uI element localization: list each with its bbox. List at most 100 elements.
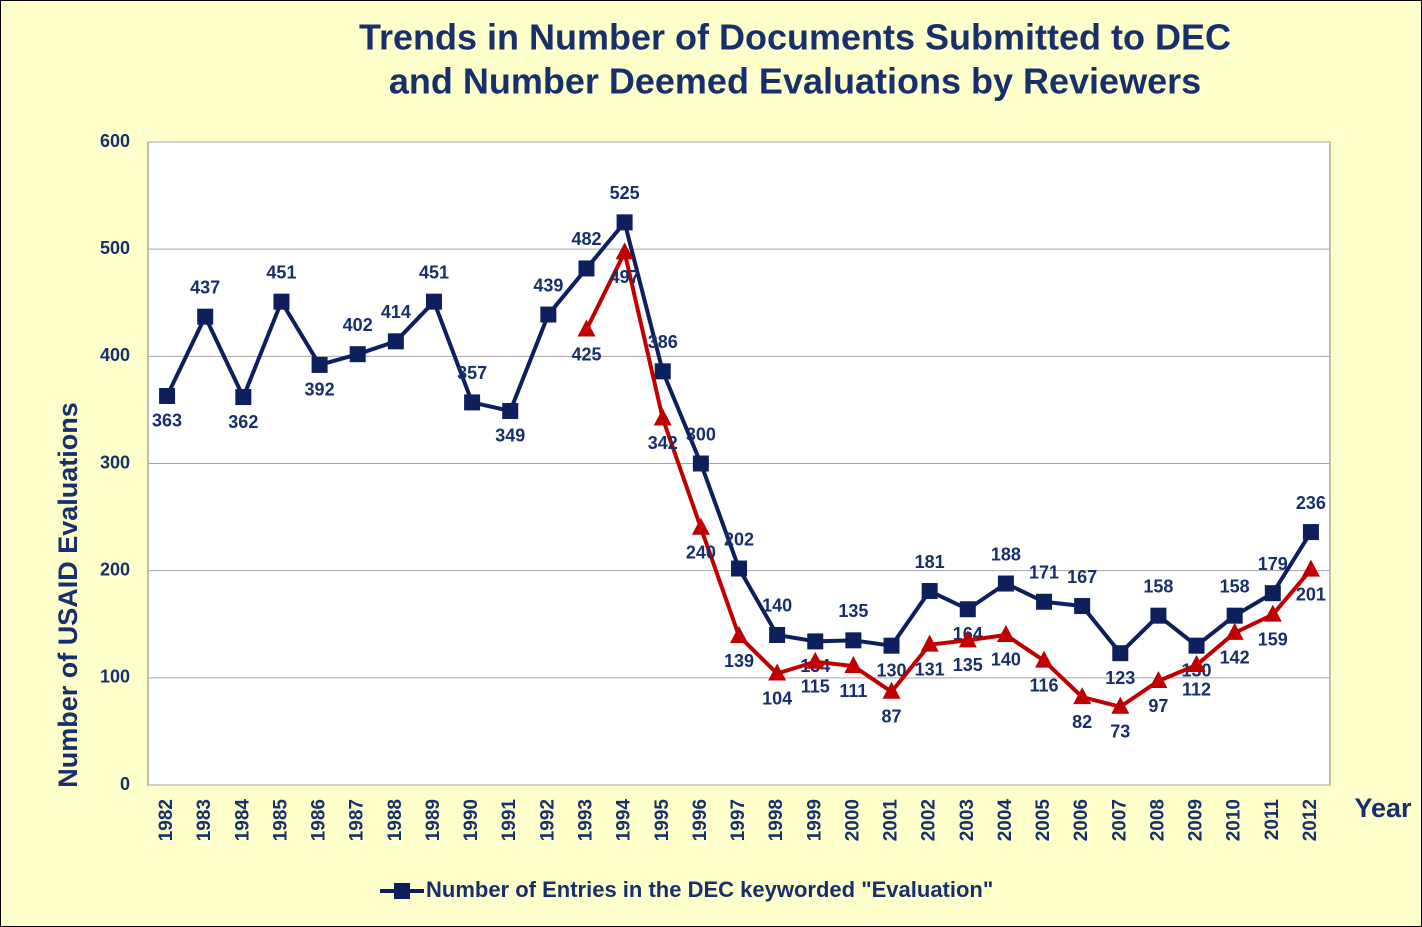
y-tick-label: 0 — [120, 774, 130, 794]
data-label: 115 — [801, 677, 830, 697]
marker — [921, 583, 938, 600]
data-label: 451 — [266, 262, 296, 282]
data-label: 112 — [1182, 680, 1211, 700]
data-label: 158 — [1220, 576, 1250, 596]
x-tick-label: 2006 — [1071, 799, 1092, 841]
legend-label: Number of Entries in the DEC keyworded "… — [426, 877, 993, 902]
marker — [1036, 593, 1053, 610]
x-tick-label: 1988 — [385, 799, 406, 841]
x-tick-label: 2011 — [1262, 799, 1283, 841]
x-tick-label: 1994 — [614, 799, 635, 842]
data-label: 135 — [953, 655, 983, 675]
x-tick-label: 1995 — [652, 799, 673, 842]
data-label: 363 — [152, 411, 182, 431]
x-tick-label: 1991 — [499, 799, 520, 842]
y-tick-label: 100 — [100, 667, 130, 687]
marker — [1264, 585, 1281, 602]
marker — [844, 656, 863, 674]
y-axis-label: Number of USAID Evaluations — [53, 402, 83, 788]
marker — [425, 293, 442, 310]
x-tick-label: 1987 — [347, 799, 368, 841]
marker — [1112, 645, 1129, 662]
marker — [387, 333, 404, 350]
data-label: 202 — [724, 529, 754, 549]
data-label: 349 — [495, 426, 525, 446]
x-tick-label: 2008 — [1147, 799, 1168, 841]
data-label: 236 — [1296, 493, 1326, 513]
data-label: 131 — [915, 659, 945, 679]
marker — [540, 306, 557, 323]
x-tick-label: 1985 — [270, 799, 291, 842]
marker — [577, 319, 596, 337]
marker — [464, 394, 481, 411]
chart-title: and Number Deemed Evaluations by Reviewe… — [389, 61, 1201, 102]
marker — [1302, 524, 1319, 541]
data-label: 139 — [724, 651, 754, 671]
marker — [883, 637, 900, 654]
data-label: 135 — [838, 601, 868, 621]
x-tick-label: 2000 — [842, 799, 863, 841]
marker — [1073, 687, 1092, 705]
marker — [394, 883, 410, 899]
data-label: 240 — [686, 543, 716, 563]
marker — [197, 308, 214, 325]
marker — [996, 624, 1015, 642]
x-tick-label: 2001 — [881, 799, 902, 842]
data-label: 482 — [571, 229, 601, 249]
marker — [235, 389, 252, 406]
data-label: 167 — [1067, 567, 1097, 587]
data-label: 179 — [1258, 554, 1288, 574]
marker — [845, 632, 862, 649]
data-label: 140 — [762, 596, 792, 616]
x-tick-label: 1992 — [537, 799, 558, 841]
data-label: 111 — [839, 681, 867, 701]
y-tick-label: 400 — [100, 345, 130, 365]
marker — [730, 626, 748, 644]
marker — [807, 633, 824, 650]
data-label: 158 — [1143, 576, 1173, 596]
y-tick-label: 500 — [100, 238, 130, 258]
data-label: 392 — [305, 380, 335, 400]
data-label: 142 — [1220, 648, 1250, 668]
x-tick-label: 1998 — [766, 799, 787, 841]
marker — [1074, 598, 1091, 615]
x-tick-label: 1982 — [156, 799, 177, 841]
marker — [959, 601, 976, 618]
marker — [1263, 604, 1282, 622]
marker — [653, 408, 672, 426]
x-tick-label: 2010 — [1224, 799, 1245, 841]
marker — [1150, 607, 1167, 624]
data-label: 116 — [1030, 675, 1059, 695]
marker — [615, 242, 634, 260]
marker — [997, 575, 1014, 592]
marker — [1225, 622, 1244, 640]
marker — [769, 626, 786, 643]
data-label: 439 — [533, 275, 563, 295]
x-tick-label: 1984 — [232, 799, 253, 842]
data-label: 130 — [876, 660, 906, 680]
marker — [882, 681, 901, 699]
data-label: 386 — [648, 332, 678, 352]
marker — [273, 293, 290, 310]
data-label: 140 — [991, 650, 1021, 670]
data-label: 342 — [648, 433, 678, 453]
marker — [1226, 607, 1243, 624]
data-label: 362 — [228, 412, 258, 432]
marker — [654, 363, 671, 380]
marker — [806, 651, 825, 669]
marker — [159, 387, 176, 404]
x-tick-label: 2005 — [1033, 799, 1054, 842]
marker — [958, 630, 977, 648]
marker — [768, 663, 787, 681]
marker — [1035, 650, 1054, 668]
x-tick-label: 1999 — [804, 799, 825, 841]
chart-title: Trends in Number of Documents Submitted … — [359, 17, 1231, 58]
data-label: 97 — [1148, 696, 1168, 716]
y-tick-label: 200 — [100, 559, 130, 579]
data-label: 357 — [457, 363, 487, 383]
data-label: 497 — [610, 267, 640, 287]
data-label: 104 — [762, 688, 792, 708]
data-label: 123 — [1105, 668, 1135, 688]
x-tick-label: 2007 — [1109, 799, 1130, 841]
x-tick-label: 1993 — [575, 799, 596, 841]
